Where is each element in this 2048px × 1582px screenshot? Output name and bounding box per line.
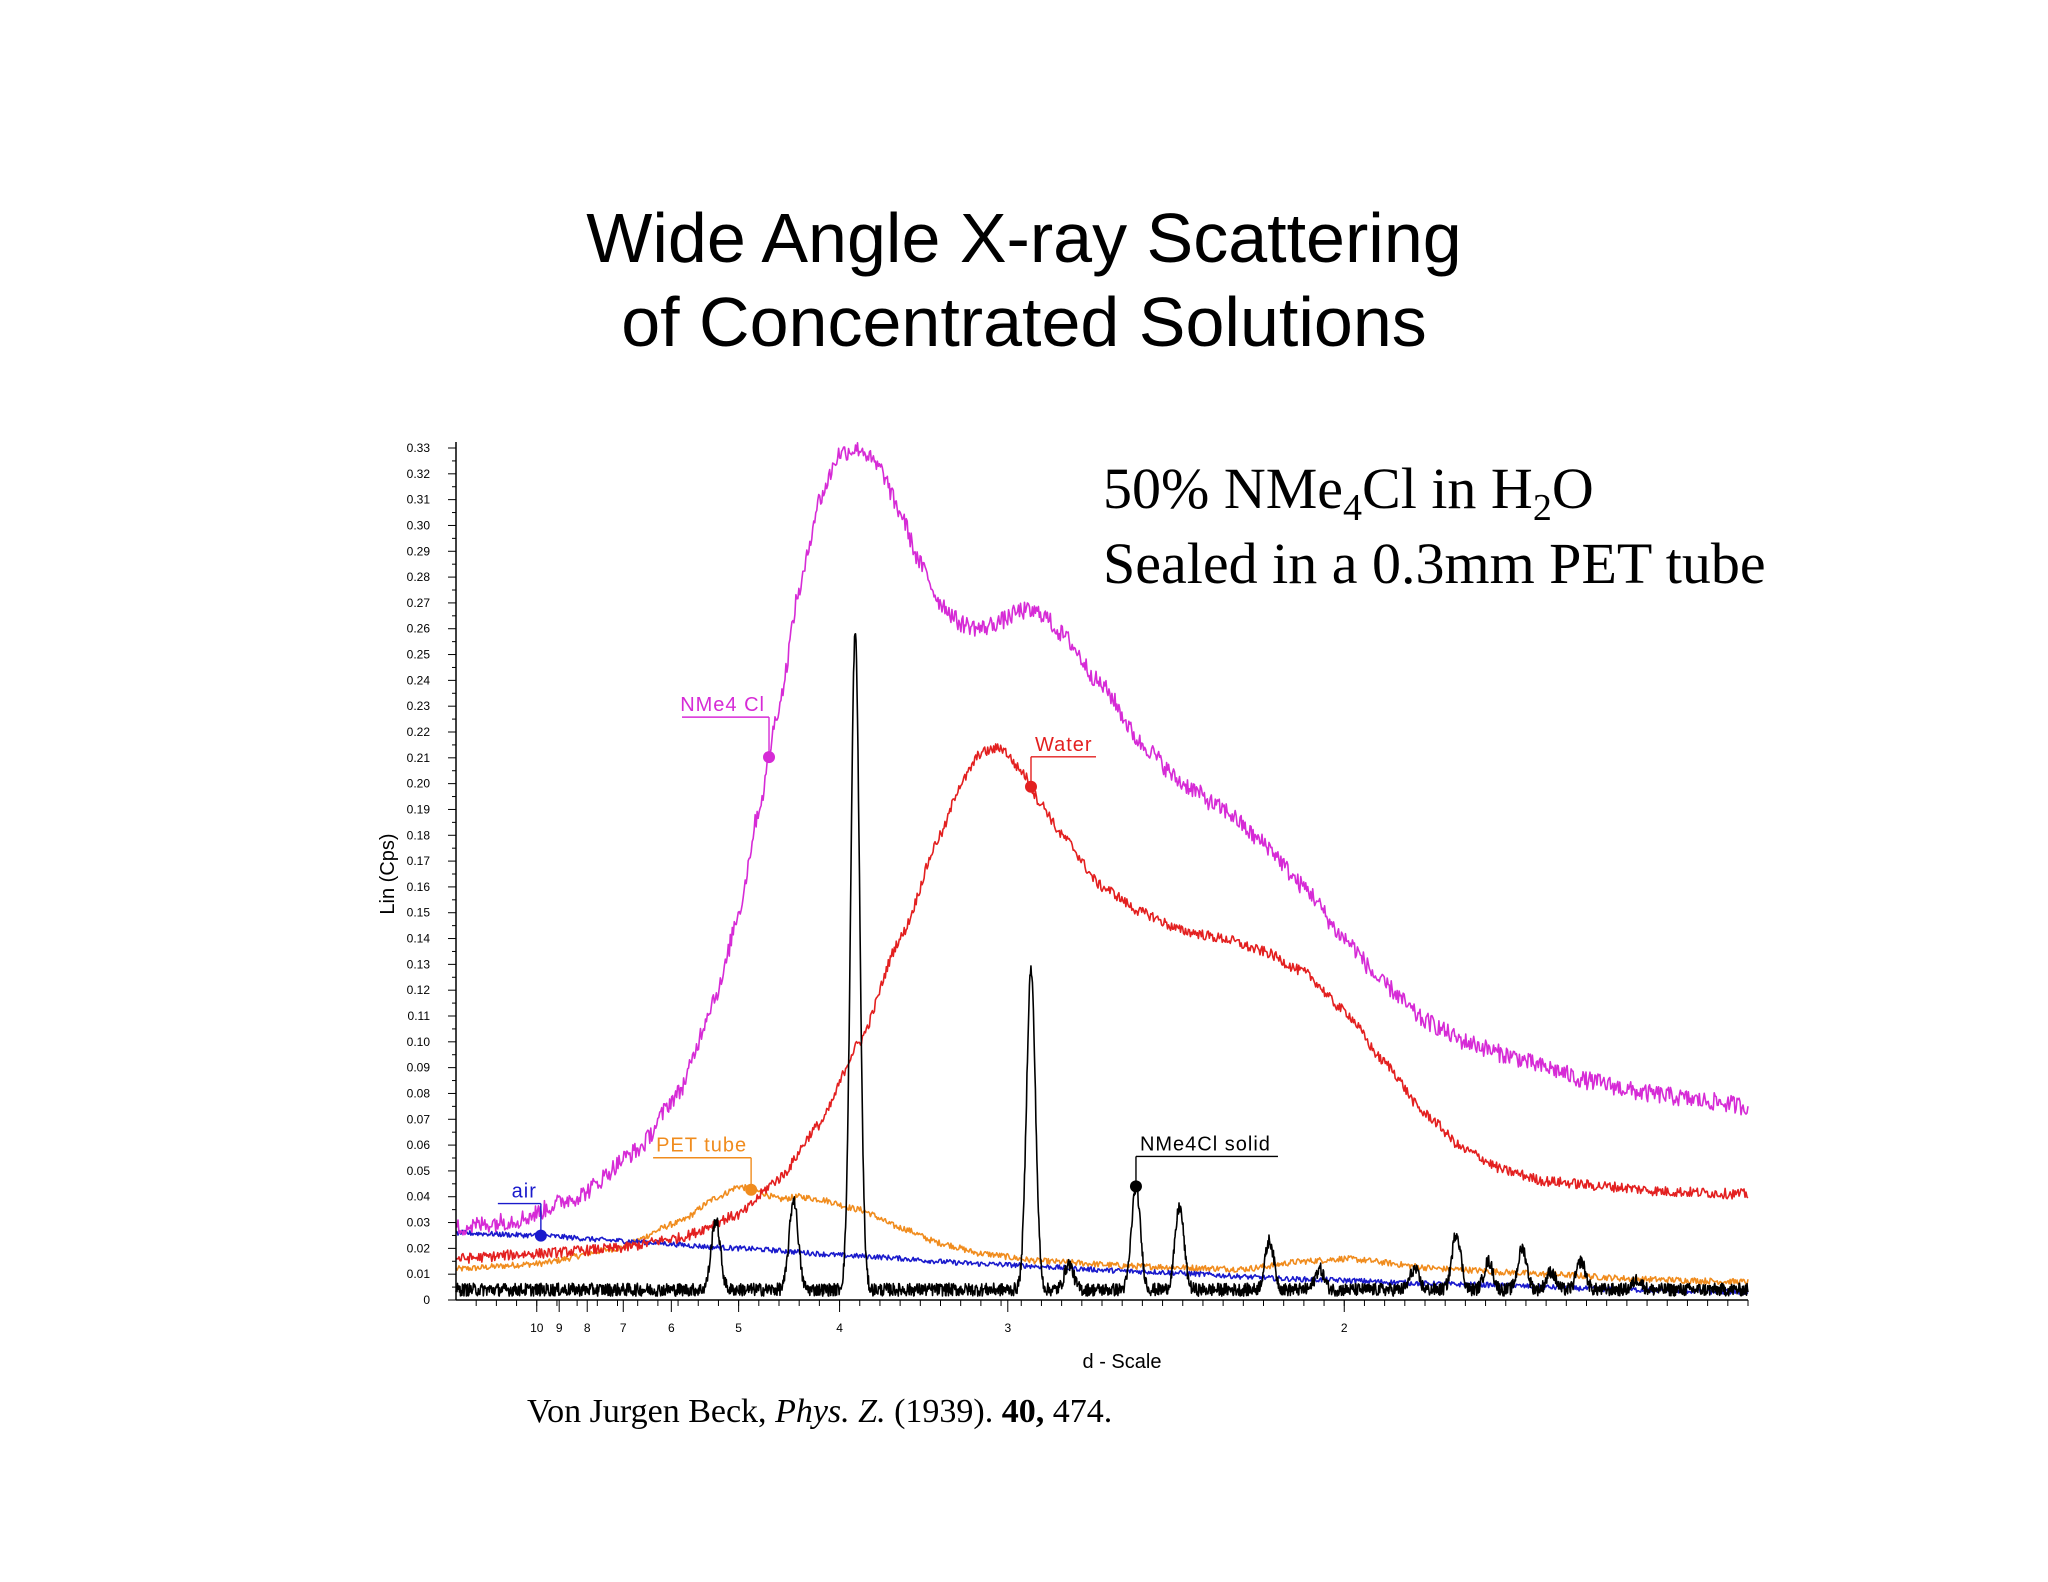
title-line-2: of Concentrated Solutions: [621, 283, 1427, 361]
y-tick-label: 0.06: [407, 1138, 431, 1152]
label-marker-nme4-cl: [763, 751, 776, 764]
formula-prefix: 50% NMe: [1103, 456, 1344, 521]
y-tick-label: 0.25: [407, 648, 431, 662]
x-tick-label: 6: [668, 1321, 675, 1335]
y-tick-label: 0.08: [407, 1086, 431, 1100]
y-tick-label: 0.17: [407, 854, 431, 868]
formula-subscript-2: 2: [1532, 487, 1552, 529]
y-tick-label: 0.04: [407, 1190, 431, 1204]
sample-description-line-2: Sealed in a 0.3mm PET tube: [1103, 531, 1766, 596]
y-tick-label: 0.07: [407, 1112, 431, 1126]
y-tick-label: 0.01: [407, 1267, 431, 1281]
y-tick-label: 0.14: [407, 932, 431, 946]
y-tick-label: 0.21: [407, 751, 431, 765]
y-tick-label: 0.19: [407, 802, 431, 816]
citation-pages: 474.: [1044, 1393, 1113, 1430]
series-label-pet-tube: PET tube: [656, 1135, 747, 1157]
y-tick-label: 0: [423, 1293, 430, 1307]
series-label-air: air: [512, 1181, 537, 1203]
axis-layer: 0 0.01 0.02 0.03 0.04 0.05 0.06 0.07 0.08 0.09 0.1…: [377, 441, 1749, 1373]
label-marker-water: [1024, 780, 1037, 793]
y-tick-label: 0.12: [407, 983, 431, 997]
x-axis-title: d - Scale: [1083, 1351, 1162, 1373]
citation: Von Jurgen Beck, Phys. Z. (1939). 40, 47…: [527, 1393, 1112, 1431]
label-marker-air: [534, 1229, 547, 1242]
title-line-1: Wide Angle X-ray Scattering: [586, 199, 1462, 277]
x-tick-label: 3: [1004, 1321, 1011, 1335]
x-tick-label: 7: [620, 1321, 627, 1335]
y-tick-label: 0.09: [407, 1061, 431, 1075]
x-tick-label: 5: [735, 1321, 742, 1335]
x-tick-label: 9: [556, 1321, 563, 1335]
y-tick-label: 0.18: [407, 828, 431, 842]
y-tick-label: 0.11: [408, 1009, 431, 1023]
y-tick-label: 0.02: [407, 1241, 431, 1255]
series-line-nme4-cl: [455, 442, 1749, 1236]
y-tick-label: 0.29: [407, 544, 431, 558]
y-tick-label: 0.10: [407, 1035, 431, 1049]
y-tick-label: 0.22: [407, 725, 431, 739]
y-tick-label: 0.32: [407, 467, 431, 481]
series-line-pet-tube: [455, 1184, 1749, 1286]
x-tick-label: 2: [1341, 1321, 1348, 1335]
sample-description-line-1: 50% NMe4Cl in H2O: [1103, 454, 1594, 543]
series-label-nme4-cl: NMe4 Cl: [680, 694, 765, 716]
y-axis-title: Lin (Cps): [377, 833, 399, 914]
y-tick-label: 0.16: [407, 880, 431, 894]
series-label-nme4cl-solid: NMe4Cl solid: [1140, 1133, 1271, 1155]
series-layer: [455, 442, 1749, 1297]
citation-author: Von Jurgen Beck,: [527, 1393, 776, 1430]
y-tick-label: 0.05: [407, 1164, 431, 1178]
y-tick-label: 0.33: [407, 441, 431, 455]
label-marker-nme4cl-solid: [1129, 1180, 1142, 1193]
formula-suffix: O: [1551, 456, 1594, 521]
y-tick-label: 0.27: [407, 596, 431, 610]
y-tick-label: 0.13: [407, 957, 431, 971]
y-tick-label: 0.31: [407, 493, 431, 507]
x-tick-label: 4: [836, 1321, 843, 1335]
y-tick-label: 0.15: [407, 906, 431, 920]
y-tick-label: 0.24: [407, 673, 431, 687]
series-line-water: [455, 743, 1749, 1264]
label-layer: NMe4 Cl Water PET tube air NMe4Cl solid: [497, 694, 1278, 1242]
label-marker-pet-tube: [745, 1183, 758, 1196]
y-tick-label: 0.30: [407, 518, 431, 532]
citation-volume: 40,: [1001, 1393, 1045, 1430]
series-line-nme4cl-solid: [455, 633, 1749, 1297]
x-tick-label: 10: [530, 1321, 544, 1335]
y-tick-label: 0.03: [407, 1216, 431, 1230]
citation-journal: Phys. Z.: [775, 1393, 886, 1430]
x-tick-label: 8: [584, 1321, 591, 1335]
series-label-water: Water: [1035, 734, 1093, 756]
formula-middle: Cl in H: [1362, 456, 1533, 521]
citation-year: (1939).: [885, 1393, 1002, 1430]
formula-subscript-4: 4: [1343, 487, 1363, 529]
y-tick-label: 0.26: [407, 622, 431, 636]
y-tick-label: 0.20: [407, 777, 431, 791]
y-tick-label: 0.28: [407, 570, 431, 584]
y-tick-label: 0.23: [407, 699, 431, 713]
